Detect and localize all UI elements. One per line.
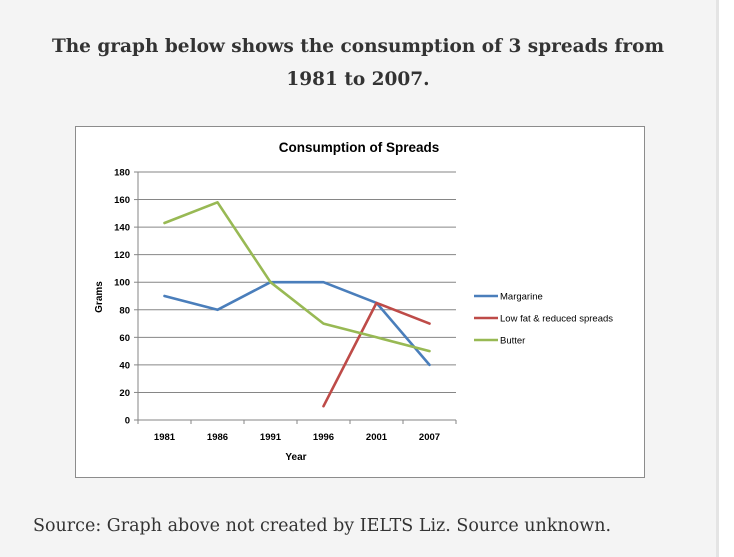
y-tick-label: 160	[114, 195, 130, 206]
axes: 0 20 40 60 80 100 120 140 160 180 1981 1986 1991 1996…	[114, 168, 457, 443]
series-line-2	[322, 301, 431, 408]
x-axis-label: Year	[285, 452, 306, 463]
y-tick-label: 0	[125, 416, 130, 427]
y-tick-label: 180	[114, 168, 130, 179]
y-tick-label: 40	[119, 360, 130, 371]
series-lines	[163, 201, 431, 408]
chart-frame: Consumption of Spreads 0 20 40 60 80 100 120 14…	[75, 126, 645, 478]
y-tick-label: 80	[119, 305, 130, 316]
source-note: Source: Graph above not created by IELTS…	[33, 516, 612, 536]
chart-title: Consumption of Spreads	[279, 140, 440, 155]
y-tick-label: 120	[114, 250, 130, 261]
x-tick-label: 1996	[313, 432, 334, 443]
gridlines	[138, 171, 456, 393]
legend-label: Margarine	[500, 292, 543, 303]
series-line-1	[163, 280, 431, 367]
y-axis-label: Grams	[94, 281, 105, 313]
x-tick-label: 1991	[260, 432, 282, 443]
y-tick-label: 20	[119, 388, 130, 399]
legend-label: Low fat & reduced spreads	[500, 314, 613, 325]
y-tick-label: 60	[119, 333, 130, 344]
y-tick-label: 140	[114, 223, 130, 234]
spreads-line-chart: Consumption of Spreads 0 20 40 60 80 100 120 14…	[94, 140, 613, 463]
series-line-3	[163, 201, 431, 353]
x-tick-label: 1981	[154, 432, 176, 443]
y-tick-label: 100	[114, 278, 130, 289]
page-edge	[716, 0, 719, 557]
legend: Margarine Low fat & reduced spreads Butter	[474, 292, 613, 347]
x-tick-label: 1986	[207, 432, 228, 443]
page-heading: The graph below shows the consumption of…	[51, 36, 665, 90]
legend-label: Butter	[500, 336, 525, 347]
x-tick-label: 2007	[419, 432, 440, 443]
x-tick-label: 2001	[366, 432, 388, 443]
